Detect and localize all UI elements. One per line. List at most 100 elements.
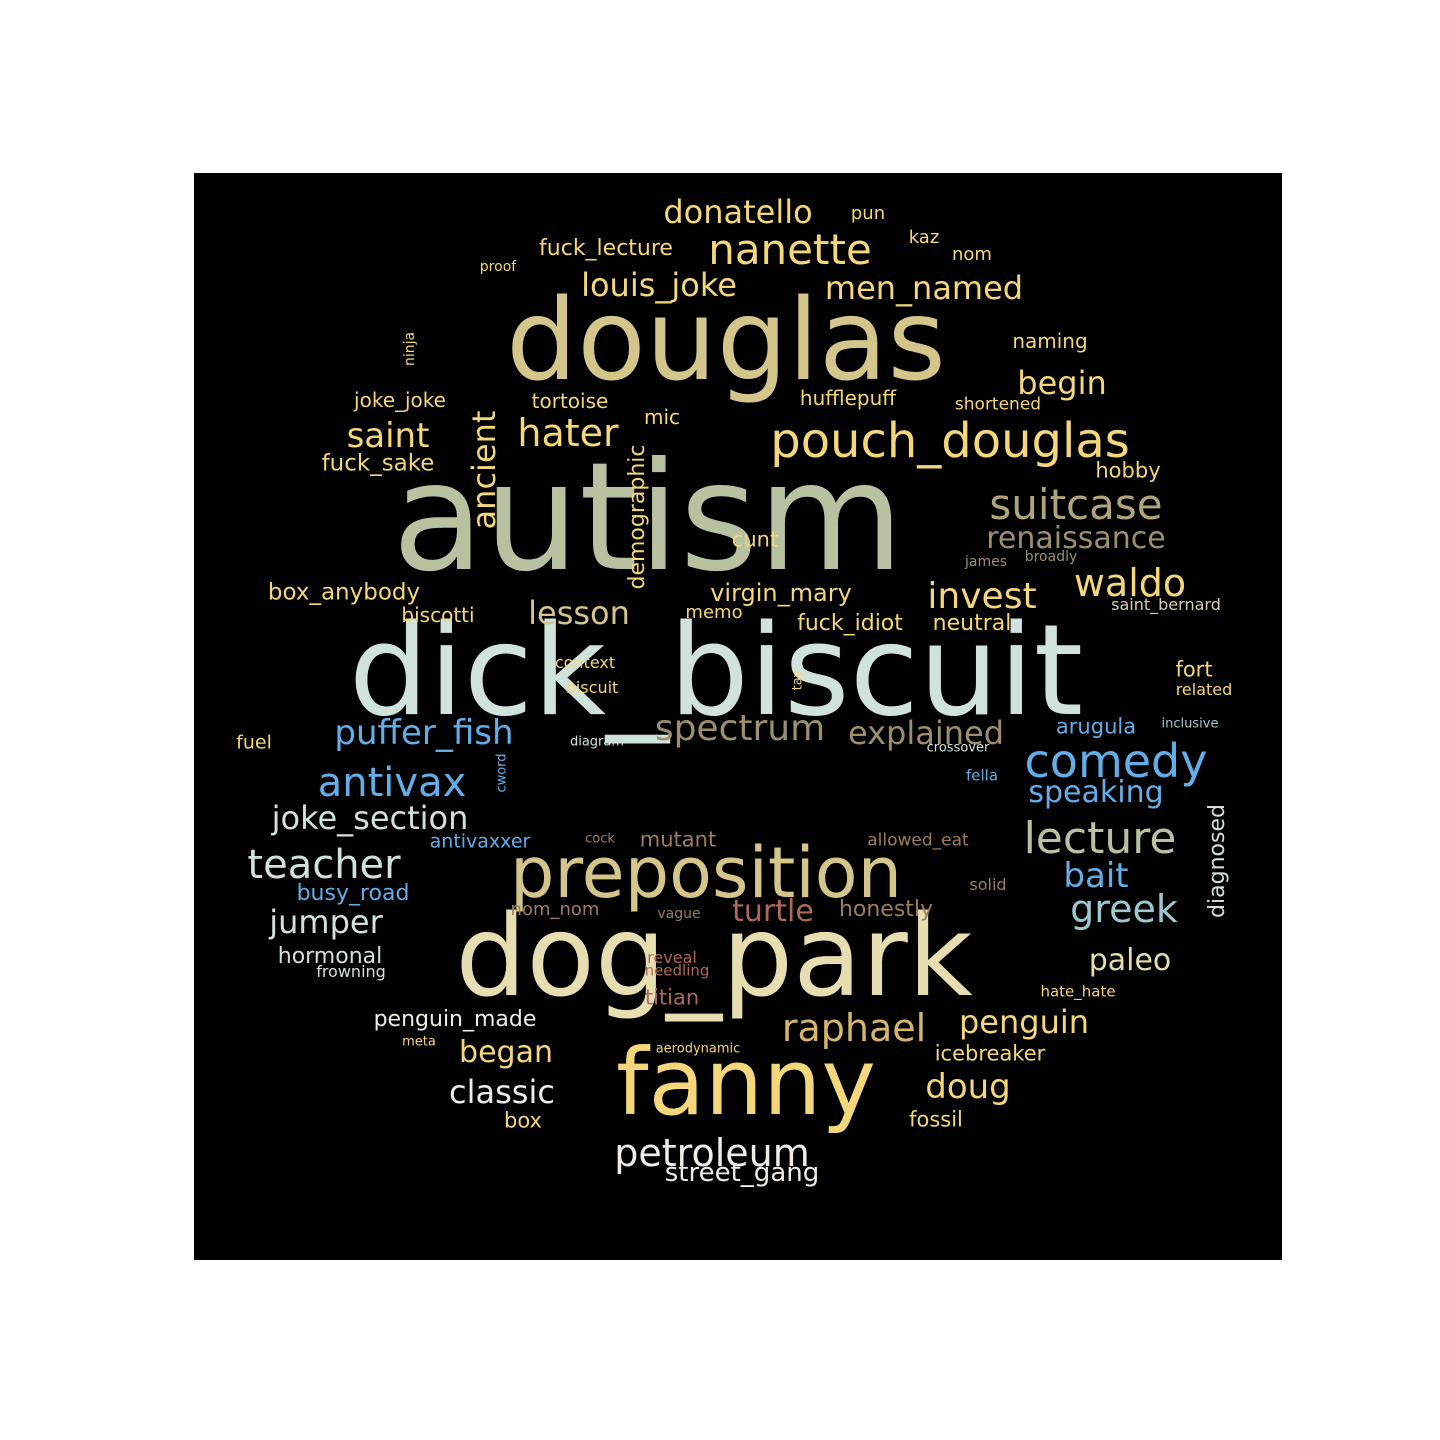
word: diagnosed [1205, 804, 1230, 918]
word: busy_road [296, 881, 410, 906]
word: saint_bernard [1111, 595, 1221, 614]
word: meta [402, 1034, 436, 1050]
word: ancient [465, 410, 503, 530]
word: mic [643, 405, 681, 429]
word: speaking [1028, 775, 1164, 810]
word: fuck_lecture [539, 236, 673, 261]
word: nom_nom [510, 899, 600, 920]
word: fuck_idiot [797, 611, 903, 636]
word: ninja [402, 331, 418, 367]
word: icebreaker [934, 1041, 1046, 1066]
wordcloud-panel: autism dick_biscuit douglas dog_park fan… [194, 173, 1282, 1260]
word: explained [847, 714, 1005, 752]
word: aerodynamic [655, 1041, 741, 1057]
word: louis_joke [581, 266, 737, 304]
word: hufflepuff [799, 386, 897, 410]
word: renaissance [986, 521, 1166, 556]
word: james [964, 554, 1008, 570]
word: joke_section [271, 799, 469, 837]
word: fanny [616, 1029, 876, 1136]
word: pun [850, 203, 886, 224]
word: related [1175, 680, 1233, 699]
word: proof [479, 259, 517, 275]
word: saint [346, 416, 430, 456]
word: titian [644, 985, 700, 1010]
word: donatello [663, 193, 813, 231]
word: fuck_sake [321, 450, 435, 477]
word: men_named [824, 269, 1024, 307]
word: lecture [1023, 813, 1177, 864]
word: invest [927, 576, 1037, 617]
word: fossil [909, 1107, 963, 1132]
word: comedy [1024, 734, 1208, 788]
word: doug [925, 1067, 1011, 1107]
word: dick_biscuit [348, 597, 1084, 744]
word: hormonal [277, 944, 383, 969]
word: classic [449, 1073, 555, 1111]
word: puffer_fish [334, 713, 514, 753]
word: bait [1063, 856, 1129, 896]
word: shortened [954, 394, 1042, 415]
word: vague [657, 906, 701, 922]
word: nom [952, 244, 992, 265]
word: douglas [506, 276, 946, 406]
word: frowning [316, 962, 386, 981]
word: jumper [269, 903, 383, 941]
word: raphael [781, 1006, 927, 1050]
word: context [554, 653, 616, 672]
word: neutral [932, 611, 1012, 636]
word: hobby [1095, 458, 1161, 483]
word: petroleum [614, 1131, 810, 1175]
word: waldo [1073, 561, 1187, 605]
word: pouch_douglas [770, 413, 1130, 469]
word: spectrum [654, 708, 826, 749]
word: tortoise [531, 389, 609, 413]
word: inclusive [1161, 716, 1219, 732]
word: joke_joke [354, 388, 446, 412]
word: crossover [926, 740, 990, 756]
word: needling [644, 961, 710, 980]
word: lesson [528, 594, 630, 632]
word: box_anybody [267, 579, 421, 606]
word: penguin_made [373, 1007, 537, 1032]
word: mutant [639, 827, 717, 852]
word: street_gang [664, 1158, 820, 1188]
word: greek [1070, 887, 1178, 931]
word: arugula [1055, 714, 1137, 739]
word: demographic [625, 444, 650, 590]
word: fuel [236, 731, 272, 754]
word: hater [517, 411, 619, 455]
word: naming [1012, 329, 1088, 353]
word: diagram [569, 734, 625, 750]
word: cword [494, 753, 510, 793]
word: paleo [1088, 943, 1172, 978]
word: kaz [908, 227, 940, 248]
word: began [459, 1035, 553, 1070]
word: solid [969, 875, 1007, 894]
word: hate_hate [1040, 982, 1116, 1001]
word: antivax [317, 760, 467, 806]
word: reveal [647, 948, 697, 967]
word: penguin [958, 1003, 1090, 1041]
word: autism [392, 431, 904, 605]
word: dog_park [455, 892, 973, 1022]
word: memo [685, 602, 743, 623]
word: allowed_eat [867, 830, 969, 851]
word: virgin_mary [710, 579, 852, 607]
word: broadly [1024, 549, 1078, 565]
word: tay [790, 669, 806, 691]
word: fella [965, 766, 999, 785]
word: fort [1175, 657, 1213, 682]
word: cock [585, 831, 615, 847]
word: biscuit [565, 678, 619, 697]
word: teacher [247, 842, 401, 888]
word: antivaxxer [429, 830, 531, 853]
word: suitcase [989, 480, 1163, 529]
word: begin [1017, 364, 1107, 402]
word: preposition [509, 832, 903, 914]
word: box [504, 1108, 542, 1133]
word: turtle [732, 894, 814, 929]
word: honestly [838, 897, 934, 922]
word: nanette [708, 225, 872, 274]
word: biscotti [401, 603, 475, 627]
